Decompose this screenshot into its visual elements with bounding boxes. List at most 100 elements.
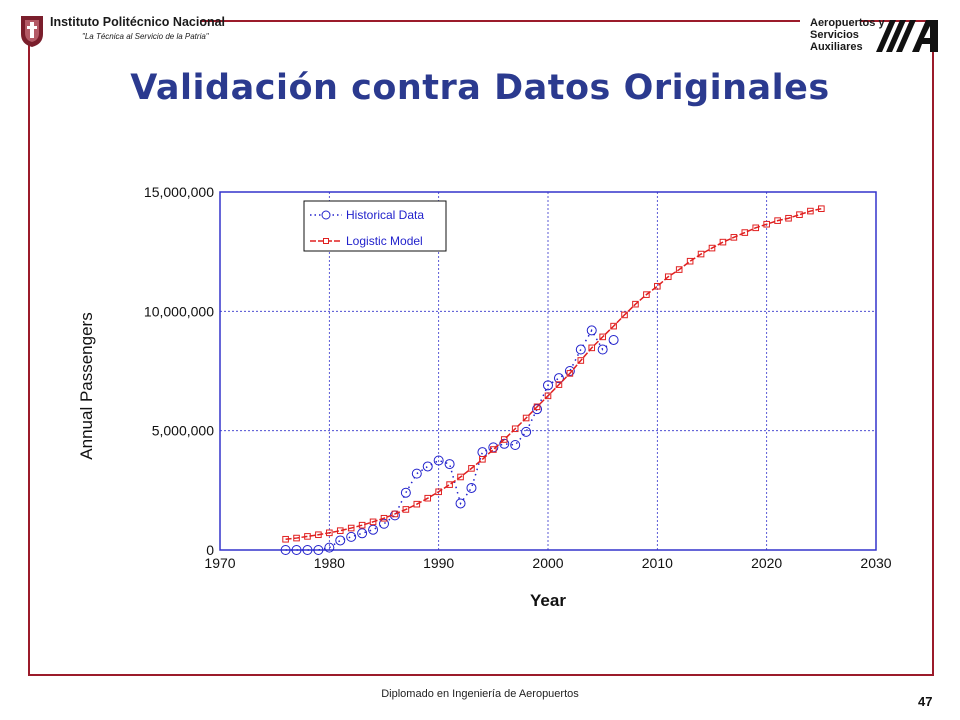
historical-point bbox=[400, 487, 411, 498]
x-tick-label-3: 2000 bbox=[532, 555, 563, 571]
y-tick-labels: 0 5,000,000 10,000,000 15,000,000 bbox=[144, 184, 214, 558]
x-axis-label: Year bbox=[530, 591, 566, 610]
company-name: Aeropuertos y Servicios Auxiliares bbox=[810, 17, 885, 53]
model-point bbox=[293, 534, 300, 542]
model-point bbox=[533, 403, 541, 411]
model-point bbox=[413, 500, 421, 508]
model-point bbox=[511, 425, 519, 433]
x-tick-label-4: 2010 bbox=[642, 555, 673, 571]
model-point bbox=[785, 214, 792, 222]
model-point bbox=[664, 273, 672, 281]
historical-point bbox=[444, 459, 455, 470]
asa-logo-icon bbox=[876, 20, 938, 52]
company-name-line2: Servicios bbox=[810, 29, 859, 41]
page-number: 47 bbox=[918, 694, 933, 709]
model-point bbox=[741, 229, 749, 236]
historical-point bbox=[313, 545, 324, 555]
legend-swatch-marker bbox=[323, 238, 329, 244]
model-point bbox=[774, 217, 781, 224]
model-point bbox=[697, 250, 705, 258]
model-point bbox=[730, 234, 738, 241]
historical-point bbox=[335, 535, 346, 546]
model-point bbox=[446, 481, 453, 488]
historical-point bbox=[357, 528, 368, 539]
model-point bbox=[500, 436, 508, 443]
model-point bbox=[544, 392, 552, 400]
historical-point bbox=[433, 455, 444, 466]
legend-swatch-marker bbox=[321, 210, 331, 220]
historical-point bbox=[411, 468, 422, 479]
model-point bbox=[807, 207, 814, 215]
model-point bbox=[522, 414, 530, 422]
plot-frame bbox=[219, 191, 877, 551]
company-name-line1: Aeropuertos y bbox=[810, 17, 885, 29]
historical-point bbox=[597, 344, 608, 355]
model-point bbox=[336, 527, 344, 534]
slide-frame-right bbox=[932, 52, 934, 676]
historical-point bbox=[324, 542, 335, 553]
legend-label: Logistic Model bbox=[346, 234, 423, 248]
x-tick-label-6: 2030 bbox=[860, 555, 891, 571]
model-point bbox=[435, 488, 442, 496]
model-point bbox=[719, 238, 727, 246]
model-point bbox=[599, 333, 606, 341]
historical-point bbox=[302, 545, 313, 555]
historical-point bbox=[455, 498, 466, 509]
slide-frame-top bbox=[200, 20, 800, 22]
historical-point bbox=[280, 545, 291, 555]
historical-point bbox=[543, 380, 553, 391]
model-point bbox=[424, 494, 432, 502]
ipn-seal-icon bbox=[21, 16, 43, 47]
model-point bbox=[654, 282, 661, 290]
model-point bbox=[380, 514, 388, 522]
model-point bbox=[358, 521, 366, 529]
slide-frame-left bbox=[28, 20, 30, 676]
historical-point bbox=[291, 545, 302, 555]
x-tick-label-5: 2020 bbox=[751, 555, 782, 571]
y-tick-label-1: 5,000,000 bbox=[152, 423, 214, 439]
historical-point bbox=[368, 524, 379, 535]
model-point bbox=[686, 257, 694, 265]
historical-point bbox=[608, 334, 619, 345]
model-point bbox=[763, 220, 770, 228]
historical-point bbox=[564, 366, 575, 376]
model-point bbox=[708, 244, 716, 252]
legend-item-0: Historical Data bbox=[310, 208, 424, 222]
model-point bbox=[621, 311, 628, 319]
historical-point bbox=[532, 404, 543, 415]
series-line-1 bbox=[285, 207, 822, 541]
historical-point bbox=[477, 447, 488, 458]
model-point bbox=[315, 531, 322, 539]
series-logistic-model bbox=[282, 205, 825, 543]
y-tick-label-0: 0 bbox=[206, 542, 214, 558]
model-point bbox=[566, 370, 574, 377]
historical-point bbox=[553, 373, 564, 384]
y-tick-label-2: 10,000,000 bbox=[144, 303, 214, 319]
model-point bbox=[282, 535, 289, 543]
slide-frame-top-right bbox=[860, 20, 934, 22]
historical-point bbox=[521, 426, 532, 437]
model-point bbox=[752, 224, 760, 232]
historical-point bbox=[379, 518, 389, 529]
x-tick-label-1: 1980 bbox=[314, 555, 345, 571]
model-point bbox=[643, 291, 650, 298]
model-point bbox=[588, 344, 596, 352]
model-point bbox=[632, 300, 639, 308]
passenger-chart: 1970 1980 1990 2000 2010 2020 2030 0 5,000,000 1… bbox=[77, 184, 892, 610]
model-point bbox=[555, 381, 563, 388]
historical-point bbox=[346, 531, 357, 542]
historical-point bbox=[510, 439, 521, 450]
model-point bbox=[490, 446, 497, 453]
series-line-0 bbox=[285, 328, 615, 551]
model-point bbox=[468, 465, 475, 472]
model-point bbox=[402, 506, 410, 513]
x-tick-label-2: 1990 bbox=[423, 555, 454, 571]
y-tick-label-3: 15,000,000 bbox=[144, 184, 214, 200]
model-point bbox=[326, 529, 333, 537]
series-historical-data bbox=[280, 325, 619, 555]
x-tick-labels: 1970 1980 1990 2000 2010 2020 2030 bbox=[204, 555, 891, 571]
historical-point bbox=[422, 461, 433, 472]
institution-name: Instituto Politécnico Nacional bbox=[50, 15, 226, 29]
footer-course: Diplomado en Ingeniería de Aeropuertos bbox=[381, 688, 579, 700]
model-point bbox=[610, 322, 617, 330]
